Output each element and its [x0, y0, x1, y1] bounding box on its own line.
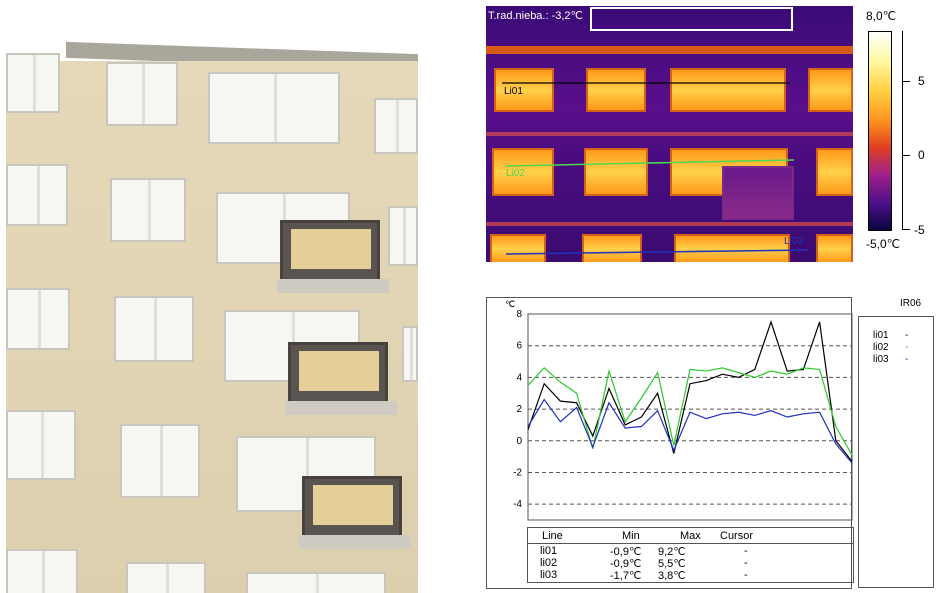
table-header-max: Max	[680, 530, 701, 542]
table-cell: -0,9℃	[610, 558, 642, 570]
series-li02	[527, 367, 853, 456]
thermal-window	[582, 234, 642, 262]
window	[6, 549, 78, 593]
plot-area	[527, 313, 853, 521]
window	[106, 62, 178, 126]
thermal-window	[816, 148, 853, 196]
table-cell: -0,9℃	[610, 546, 642, 558]
y-tick-label: -2	[513, 467, 522, 478]
table-cell: -	[744, 557, 748, 569]
y-tick-label: 8	[516, 309, 522, 320]
window	[110, 178, 186, 242]
legend-frame	[858, 316, 934, 588]
window	[246, 572, 386, 593]
li02-label: Li02	[506, 168, 525, 179]
scale-max-label: 8,0℃	[866, 9, 897, 23]
legend-mark-li01: -	[905, 330, 909, 341]
table-cell: li01	[540, 545, 558, 557]
table-header-cursor: Cursor	[720, 530, 754, 542]
window	[6, 164, 68, 226]
thermal-window	[586, 68, 646, 112]
scale-tick-label: 5	[918, 74, 925, 88]
y-tick-label: 2	[516, 404, 522, 415]
scale-tick	[902, 81, 910, 82]
thermal-window	[490, 234, 546, 262]
table-cell: -	[744, 545, 748, 557]
window	[402, 326, 418, 382]
window	[388, 206, 418, 266]
hot-band	[486, 132, 853, 136]
thermal-window	[816, 234, 853, 262]
legend-entry-li02: li02	[873, 342, 889, 353]
legend-entry-li01: li01	[873, 330, 889, 341]
window	[6, 410, 76, 480]
y-tick-label: -4	[513, 499, 522, 510]
thermal-balcony	[722, 166, 794, 220]
legend-mark-li02: -	[905, 342, 909, 353]
legend-entry-li03: li03	[873, 354, 889, 365]
sky-measurement-box	[590, 7, 793, 31]
li01-label: Li01	[504, 86, 523, 97]
y-tick-label: 0	[516, 436, 522, 447]
balcony	[299, 476, 411, 549]
window	[374, 98, 418, 154]
scale-tick-label: -5	[914, 223, 925, 237]
table-cell: 3,8℃	[658, 570, 686, 582]
table-divider	[528, 543, 853, 544]
scale-axis	[902, 31, 903, 229]
legend-mark-li03: -	[905, 354, 909, 365]
thermal-window	[584, 148, 648, 196]
thermal-window	[494, 68, 554, 112]
thermal-image: Li01 Li02 Li03 T.rad.nieba.: -3,2℃	[486, 6, 853, 262]
thermal-window	[808, 68, 853, 112]
balcony	[277, 220, 389, 293]
stats-table: Line Min Max Cursor li01 -0,9℃ 9,2℃ - li…	[527, 527, 854, 583]
hot-band	[486, 46, 853, 54]
balcony	[285, 342, 397, 415]
profile-lines-overlay	[502, 82, 809, 255]
table-cell: li02	[540, 557, 558, 569]
table-cell: -1,7℃	[610, 570, 642, 582]
line-li02	[505, 159, 795, 167]
sky-temperature-label: T.rad.nieba.: -3,2℃	[488, 10, 583, 22]
table-cell: 9,2℃	[658, 546, 686, 558]
y-tick-label: 4	[516, 372, 522, 383]
y-tick-label: 6	[516, 341, 522, 352]
y-axis-unit: ℃	[505, 299, 516, 309]
window	[208, 72, 340, 144]
hot-band	[486, 222, 853, 226]
thermal-window	[492, 148, 554, 196]
series-li03	[527, 398, 853, 464]
table-header-line: Line	[542, 530, 563, 542]
table-cell: li03	[540, 569, 558, 581]
thermal-window	[674, 234, 790, 262]
window	[6, 53, 60, 113]
scale-tick	[902, 229, 910, 230]
scale-tick	[902, 155, 910, 156]
building-photo	[6, 6, 418, 593]
li03-label: Li03	[784, 236, 803, 247]
window	[126, 562, 206, 593]
table-header-min: Min	[622, 530, 640, 542]
scale-min-label: -5,0℃	[866, 237, 901, 251]
window	[114, 296, 194, 362]
thermal-window	[670, 68, 786, 112]
chart-code-label: IR06	[900, 298, 922, 309]
window	[6, 288, 70, 350]
color-scale-bar	[868, 31, 892, 231]
window	[120, 424, 200, 498]
table-cell: -	[744, 569, 748, 581]
line-li03	[505, 249, 809, 255]
table-cell: 5,5℃	[658, 558, 686, 570]
scale-tick-label: 0	[918, 148, 925, 162]
